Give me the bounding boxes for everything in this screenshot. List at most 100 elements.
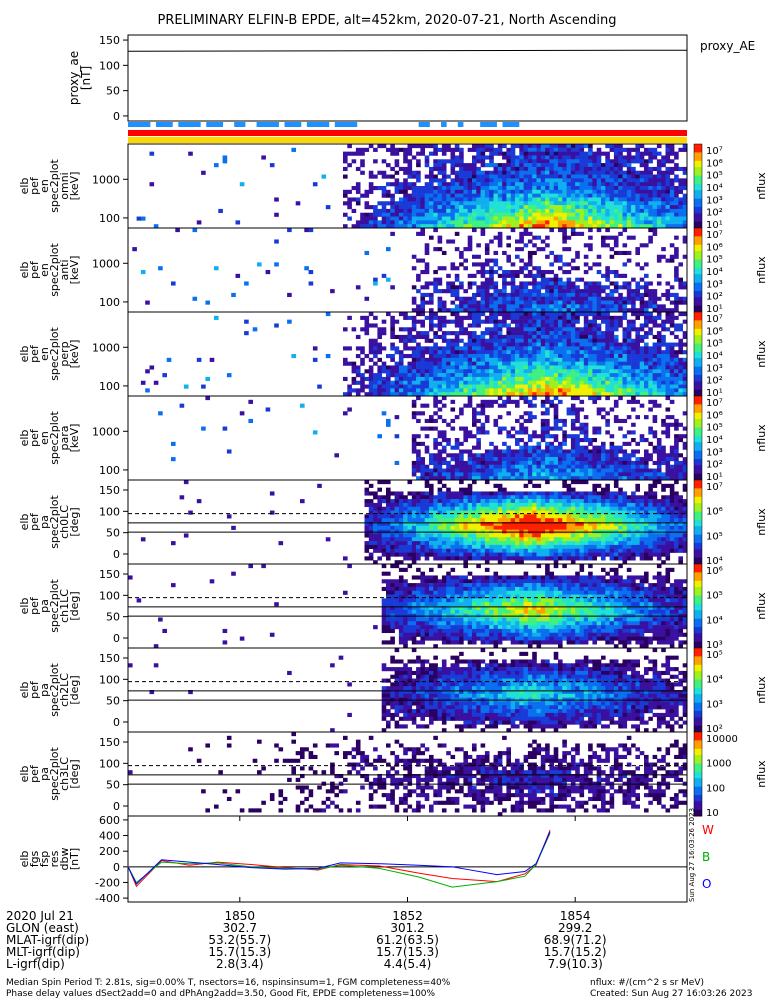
spectrogram-cell [532, 464, 537, 469]
spectrogram-cell [463, 315, 468, 320]
spectrogram-cell [674, 426, 679, 431]
spectrogram-cell [497, 392, 503, 397]
spectrogram-cell [540, 460, 546, 466]
spectrogram-cell [665, 354, 671, 359]
spectrogram-cell [515, 327, 520, 332]
spectrogram-cell [648, 193, 653, 198]
spectrogram-cell [622, 441, 628, 446]
spectrogram-cell [635, 308, 640, 313]
spectrogram-cell [566, 464, 572, 469]
spectrogram-cell [510, 388, 516, 393]
spectrogram-cell [403, 186, 408, 191]
spectrogram-cell [562, 151, 567, 156]
spectrogram-cell [626, 166, 632, 172]
spectrogram-cell [355, 224, 361, 229]
spectrogram-cell [390, 518, 395, 523]
spectrogram-cell [411, 208, 417, 214]
spectrogram-cell [652, 182, 658, 187]
spectrogram-cell [579, 296, 585, 301]
spectrogram-cell [398, 312, 404, 317]
spectrogram-cell [386, 182, 391, 187]
spectrogram-cell [381, 216, 387, 221]
spectrogram-cell [489, 449, 494, 454]
spectrogram-cell [596, 315, 602, 320]
colorbar-step [694, 459, 702, 462]
spectrogram-cell [420, 208, 425, 214]
spectrogram-cell [446, 144, 451, 149]
spectrogram-cell [394, 212, 400, 217]
spectrogram-cell [489, 361, 494, 366]
spectrogram-cell [622, 457, 628, 462]
spectrogram-cell [407, 388, 413, 393]
spectrogram-cell [523, 205, 529, 210]
spectrogram-cell [549, 453, 554, 458]
spectrogram-cell [605, 350, 610, 355]
spectrogram-cell [583, 342, 589, 347]
spectrogram-cell [622, 453, 628, 458]
spectrogram-cell [493, 258, 499, 263]
spectrogram-cell [635, 250, 640, 256]
spectrogram-cell [626, 472, 632, 477]
spectrogram-cell [579, 438, 585, 443]
spectrogram-cell [403, 327, 408, 332]
spectrogram-cell [420, 193, 425, 198]
spectrogram-cell [540, 170, 546, 175]
spectrogram-cell [678, 476, 683, 481]
spectrogram-cell [579, 186, 585, 191]
spectrogram-cell [575, 266, 580, 271]
spectrogram-cell [459, 182, 464, 187]
spectrogram-cell [665, 308, 671, 313]
spectrogram-cell [467, 457, 473, 462]
spectrogram-cell [515, 457, 520, 462]
spectrogram-cell [467, 338, 473, 343]
spectrogram-cell [433, 468, 438, 473]
spectrogram-cell [575, 315, 580, 320]
spectrogram-cell [648, 300, 653, 305]
spectrogram-cell [519, 174, 524, 179]
spectrogram-cell [510, 376, 516, 382]
spectrogram-cell [506, 460, 511, 466]
colorbar-step [694, 417, 702, 420]
spectrogram-cell [609, 300, 615, 305]
spectrogram-cell [639, 327, 645, 332]
spectrogram-cell [472, 155, 477, 160]
spectrogram-cell [429, 392, 434, 397]
spectrogram-cell [510, 224, 516, 229]
spectrogram-cell [347, 151, 352, 156]
spectrogram-cell [523, 273, 529, 278]
spectrogram-cell [639, 472, 645, 477]
spectrogram-cell [493, 220, 499, 225]
spectrogram-cell [644, 331, 649, 336]
proxy-ae-frame [127, 34, 688, 122]
spectrogram-cell [583, 270, 589, 275]
spectrogram-cell [536, 224, 542, 229]
spectrogram-cell [618, 354, 623, 359]
spectrogram-cell [364, 556, 370, 561]
spectrogram-cell [394, 159, 400, 164]
spectrogram-cell [613, 468, 619, 473]
spectrogram-cell [626, 147, 632, 152]
spectrogram-cell [373, 277, 378, 282]
spectrogram-cell [575, 201, 580, 206]
spectrogram-cell [484, 193, 490, 198]
spectrogram-cell [665, 476, 671, 481]
spectrogram-cell [575, 438, 580, 443]
spectrogram-cell [618, 174, 623, 179]
spectrogram-cell [588, 216, 593, 221]
spectrogram-cell [472, 212, 477, 217]
spectrogram-cell [553, 438, 559, 443]
spectrogram-cell [424, 266, 430, 271]
spectrogram-cell [446, 189, 451, 194]
colorbar-step [694, 385, 702, 389]
spectrogram-cell [360, 163, 365, 168]
spectrogram-cell [454, 147, 460, 152]
spectrogram-cell [669, 380, 675, 385]
spectrogram-cell [420, 323, 425, 328]
spectrogram-cell [386, 506, 391, 511]
spectrogram-cell [669, 361, 675, 366]
spectrogram-cell [497, 380, 503, 385]
spectrogram-cell [497, 415, 503, 420]
spectrogram-cell [665, 315, 671, 320]
spectrogram-cell [403, 342, 408, 347]
spectrogram-cell [592, 285, 597, 290]
